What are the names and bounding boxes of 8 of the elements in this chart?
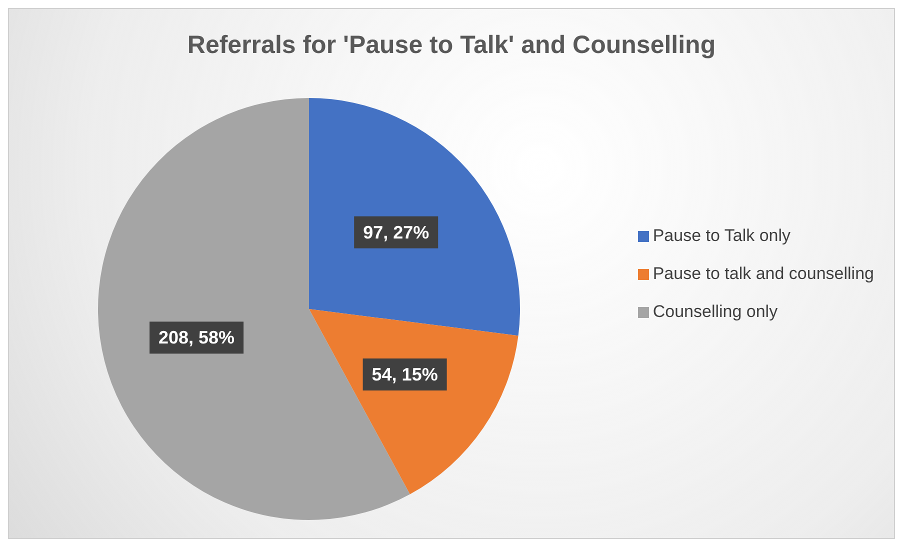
legend-label: Pause to talk and counselling xyxy=(652,264,874,282)
data-label: 208, 58% xyxy=(158,328,235,348)
pie-slice xyxy=(309,98,520,336)
chart-title: Referrals for 'Pause to Talk' and Counselling xyxy=(186,31,717,60)
legend-label: Pause to Talk only xyxy=(652,226,791,244)
data-label: 54, 15% xyxy=(372,364,438,384)
data-label: 97, 27% xyxy=(363,222,430,242)
legend-label: Counselling only xyxy=(652,302,778,320)
